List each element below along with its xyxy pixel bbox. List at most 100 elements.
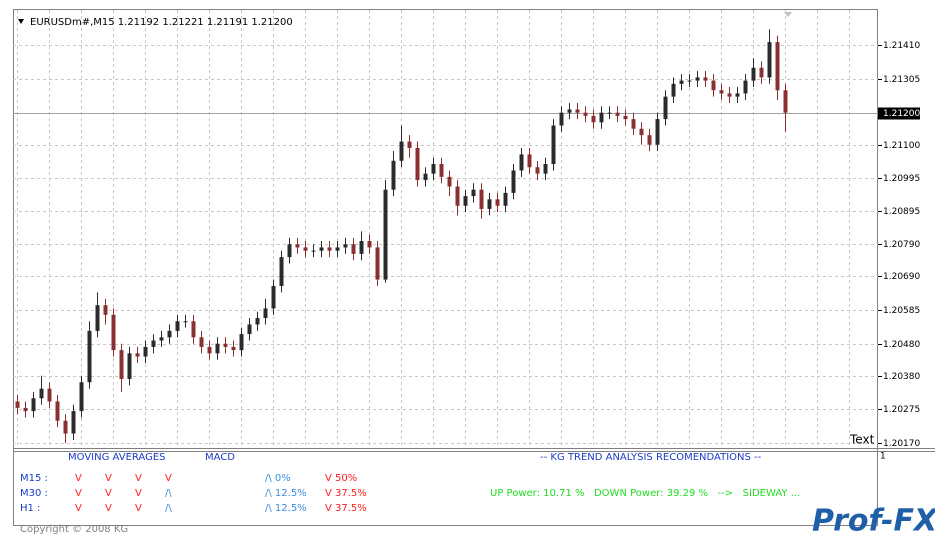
signal: V [75,473,82,484]
y-tick-label: 1.21410 [883,41,920,51]
candle-body [231,346,236,351]
candle-body [391,160,396,190]
candle-body [23,407,28,412]
candle-body [583,112,588,116]
candle-body [119,350,124,380]
candle-body [279,257,284,286]
candle-body [87,330,92,383]
candle-body [79,382,84,412]
chart-title: EURUSDm#,M15 1.21192 1.21221 1.21191 1.2… [30,17,293,28]
candle-body [223,343,228,347]
candle-body [415,147,420,181]
signal: V [165,473,172,484]
candle-body [31,398,36,412]
candle-body [543,164,548,174]
y-tick-label: 1.20690 [883,272,920,282]
watermark: Prof-FX [812,504,935,539]
candle-body [735,93,740,97]
candle-body [271,285,276,309]
candle-body [711,80,716,91]
candle-body [127,353,132,380]
candle-body [519,154,524,171]
up-percent: /\ 0% [265,473,291,484]
candle-body [655,119,660,145]
candle-body [295,244,300,248]
signal: V [135,473,142,484]
candle-body [63,420,68,434]
down-percent: V 50% [325,473,357,484]
signal: V [105,473,112,484]
up-percent: /\ 12.5% [265,503,307,514]
candle-body [463,196,468,206]
candle-body [599,112,604,123]
indicator-panel: MOVING AVERAGES MACD -- KG TREND ANALYSIS … [20,452,800,535]
candle-body [487,199,492,209]
down-percent: V 37.5% [325,488,367,499]
candle-body [287,244,292,258]
candle-body [783,90,788,113]
candle-body [447,176,452,187]
chart-frame [13,9,878,526]
candle-body [679,80,684,84]
timeframe-label: M15 : [20,473,48,484]
candle-body [431,164,436,174]
candle-body [631,119,636,129]
signal: V [135,488,142,499]
candle-body [455,186,460,206]
plot [15,29,788,444]
candle-body [263,308,268,319]
candle-body [607,112,612,114]
panel-heading: MACD [205,452,235,463]
price-label-box [878,107,920,120]
candle-body [615,112,620,116]
candle-body [255,318,260,325]
candle-body [575,109,580,113]
panel-heading: MOVING AVERAGES [68,452,166,463]
candle-body [743,80,748,94]
candle-body [567,109,572,113]
candle-body [55,401,60,421]
power-summary: UP Power: 10.71 % DOWN Power: 39.29 % --… [490,488,800,499]
candle-body [399,141,404,161]
up-percent: /\ 12.5% [265,488,307,499]
candle-body [47,388,52,402]
candle-body [183,321,188,323]
candle-body [511,170,516,193]
y-tick-label: 1.20275 [883,405,920,415]
dropdown-arrow[interactable] [18,19,24,24]
candle-body [327,247,332,251]
candle-body [703,77,708,81]
candle-body [623,115,628,120]
candle-body [671,83,676,97]
timeframe-label: M30 : [20,488,48,499]
candle-body [647,135,652,145]
candle-body [303,247,308,251]
down-percent: V 37.5% [325,503,367,514]
y-tick-label: 1.21100 [883,141,920,151]
candle-body [159,337,164,341]
candle-body [751,67,756,81]
grid: 1.21410 1.21305 1.21200 1.21100 1.20995 1.208… [13,10,920,449]
y-tick-label: 1.20480 [883,340,920,350]
candle-body [175,321,180,331]
signal: /\ [165,503,172,514]
candle-body [247,324,252,335]
y-tick-label: 1.20895 [883,207,920,217]
candle-body [207,346,212,354]
candle-body [695,77,700,81]
candle-body [215,343,220,354]
candle-body [767,42,772,78]
signal: V [75,503,82,514]
signal: V [135,503,142,514]
y-tick-label: 1.20585 [883,306,920,316]
candle-body [407,141,412,148]
candle-body [551,125,556,165]
candle-body [311,250,316,252]
candle-body [103,305,108,315]
candle-body [71,411,76,434]
candle-body [719,90,724,94]
candle-body [335,247,340,251]
panel-scale-label: 1 [880,452,886,462]
candle-body [639,128,644,136]
